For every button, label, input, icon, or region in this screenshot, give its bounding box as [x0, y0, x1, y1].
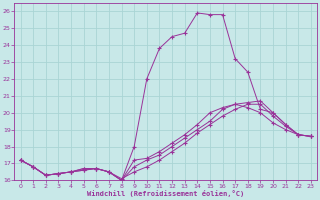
X-axis label: Windchill (Refroidissement éolien,°C): Windchill (Refroidissement éolien,°C) [87, 190, 244, 197]
